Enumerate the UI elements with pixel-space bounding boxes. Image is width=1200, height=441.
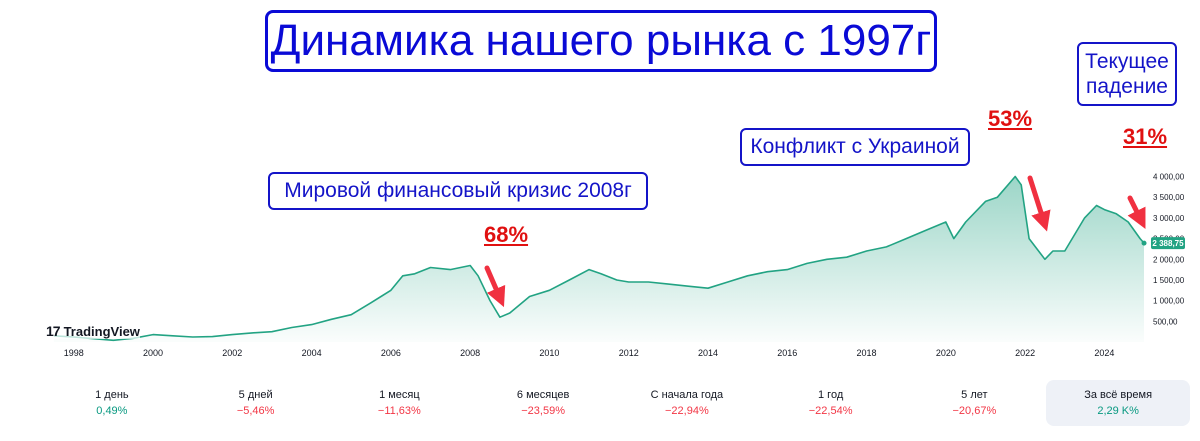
period-value: −23,59% — [521, 405, 565, 417]
period-1-year[interactable]: 1 год −22,54% — [759, 380, 903, 426]
tradingview-logo-text: TradingView — [63, 323, 140, 339]
period-value: −22,54% — [808, 405, 853, 417]
drop-arrow — [1127, 195, 1146, 229]
period-label: 1 месяц — [379, 389, 420, 401]
last-price-badge — [1151, 237, 1185, 250]
drop-2008-label: 68% — [484, 222, 529, 247]
x-tick-label: 2018 — [857, 348, 877, 358]
period-ytd[interactable]: С начала года −22,94% — [615, 380, 759, 426]
last-price-label: 2 388,75 — [1152, 239, 1184, 248]
period-selector: 1 день 0,49% 5 дней −5,46% 1 месяц −11,6… — [40, 380, 1190, 426]
x-tick-label: 2002 — [222, 348, 242, 358]
y-tick-label: 3 500,00 — [1153, 193, 1185, 202]
period-value: 2,29 K% — [1097, 405, 1139, 417]
y-tick-label: 3 000,00 — [1153, 214, 1185, 223]
x-tick-label: 2020 — [936, 348, 956, 358]
tradingview-logo-icon: 17 — [46, 323, 61, 339]
x-tick-label: 1998 — [64, 348, 84, 358]
period-label: С начала года — [650, 389, 724, 401]
price-area — [53, 176, 1144, 342]
y-tick-label: 2 000,00 — [1153, 255, 1185, 264]
period-label: 1 день — [95, 389, 129, 401]
x-tick-label: 2006 — [381, 348, 401, 358]
tradingview-logo: 17 TradingView — [46, 323, 140, 339]
x-tick-label: 2024 — [1094, 348, 1114, 358]
x-tick-label: 2014 — [698, 348, 718, 358]
price-line — [53, 175, 1145, 342]
annotation-current-drop: Текущее падение — [1077, 42, 1177, 106]
period-all-time[interactable]: За всё время 2,29 K% — [1046, 380, 1190, 426]
drop-current-label: 31% — [1123, 124, 1168, 149]
annotation-crisis-2008: Мировой финансовый кризис 2008г — [268, 172, 648, 210]
y-tick-label: 4 000,00 — [1153, 173, 1185, 182]
period-label: За всё время — [1084, 389, 1153, 401]
x-tick-label: 2000 — [143, 348, 163, 358]
period-5-years[interactable]: 5 лет −20,67% — [903, 380, 1047, 426]
page-title: Динамика нашего рынка с 1997г — [265, 10, 937, 72]
period-label: 5 дней — [238, 389, 273, 401]
x-tick-label: 2010 — [539, 348, 559, 358]
last-point — [1141, 240, 1147, 246]
x-tick-label: 2012 — [619, 348, 639, 358]
period-label: 6 месяцев — [516, 389, 570, 401]
period-value: 0,49% — [96, 405, 128, 417]
y-tick-label: 1 000,00 — [1153, 297, 1185, 306]
period-1-month[interactable]: 1 месяц −11,63% — [328, 380, 472, 426]
y-tick-label: 1 500,00 — [1153, 276, 1185, 285]
drop-arrow — [484, 265, 506, 308]
period-value: −20,67% — [952, 405, 997, 417]
x-tick-label: 2004 — [302, 348, 322, 358]
period-value: −11,63% — [377, 405, 421, 417]
period-label: 1 год — [818, 389, 844, 401]
x-tick-label: 2008 — [460, 348, 480, 358]
x-tick-label: 2016 — [777, 348, 797, 358]
period-5-days[interactable]: 5 дней −5,46% — [184, 380, 328, 426]
annotation-ukraine-conflict: Конфликт с Украиной — [740, 128, 970, 166]
period-value: −5,46% — [236, 405, 275, 417]
x-tick-label: 2022 — [1015, 348, 1035, 358]
period-6-months[interactable]: 6 месяцев −23,59% — [471, 380, 615, 426]
y-tick-label: 500,00 — [1153, 317, 1178, 326]
period-label: 5 лет — [961, 389, 988, 401]
drop-2022-label: 53% — [988, 106, 1033, 131]
period-1-day[interactable]: 1 день 0,49% — [40, 380, 184, 426]
drop-arrow — [1027, 175, 1051, 232]
period-value: −22,94% — [665, 405, 709, 417]
